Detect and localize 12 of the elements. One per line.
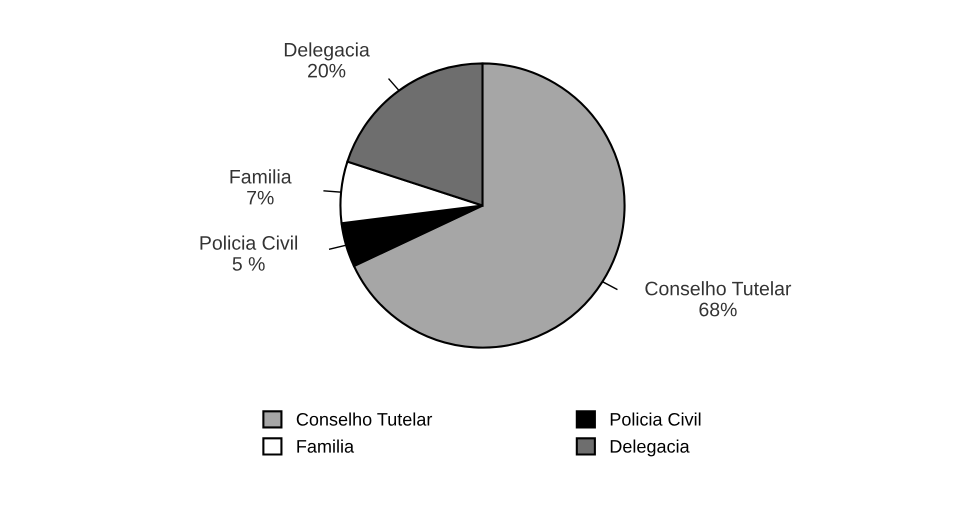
legend-label: Familia — [297, 440, 354, 453]
legend-label: Conselho Tutelar — [645, 281, 792, 296]
category-label: Conselho Tutelar — [296, 412, 432, 426]
legend-label: Delegacia — [610, 440, 690, 456]
slice-label: Delegacia — [284, 42, 370, 60]
slice-label: Policia Civil — [200, 236, 298, 250]
data-label: 7% — [247, 190, 274, 204]
legend-label: Policia Civil — [610, 412, 700, 426]
data-label: 5 % — [232, 257, 265, 271]
slice-label: Familia — [230, 169, 292, 184]
data-label: 20% — [308, 64, 346, 78]
data-label: 68% — [699, 302, 737, 316]
